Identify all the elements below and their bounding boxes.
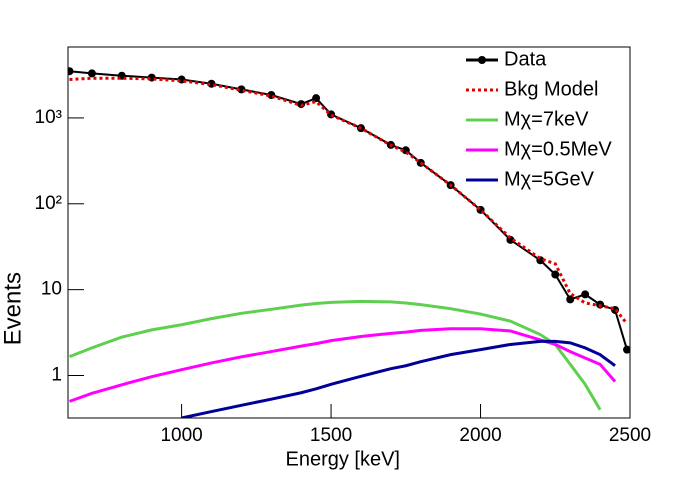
plot-area (68, 67, 630, 418)
x-tick-label: 1000 (160, 425, 202, 446)
legend-label: Bkg Model (504, 78, 599, 100)
x-tick-label: 2000 (459, 425, 501, 446)
series-line (68, 299, 602, 411)
legend-marker (478, 56, 486, 64)
plot-frame (67, 46, 631, 419)
data-point (566, 295, 575, 304)
y-tick-label: 10³ (35, 107, 62, 128)
legend-label: Mχ=5GeV (504, 168, 595, 190)
y-tick-label: 1 (51, 365, 62, 386)
legend-label: Mχ=0.5MeV (504, 138, 612, 160)
data-point (551, 270, 560, 279)
data-point (581, 290, 590, 299)
data-point (87, 69, 96, 78)
legend-label: Mχ=7keV (504, 108, 589, 130)
series-line (68, 327, 617, 403)
y-axis-label: Events (0, 272, 26, 345)
y-tick-label: 10 (41, 279, 62, 300)
series-line (69, 76, 629, 325)
data-point (623, 345, 630, 354)
data-point (68, 67, 74, 76)
x-tick-label: 1500 (310, 425, 352, 446)
x-tick-label: 2500 (609, 425, 651, 446)
legend-label: Data (504, 48, 547, 70)
y-tick-label: 10² (35, 193, 62, 214)
x-axis-label: Energy [keV] (285, 448, 400, 470)
series-line (181, 339, 616, 418)
data-point (312, 94, 321, 103)
